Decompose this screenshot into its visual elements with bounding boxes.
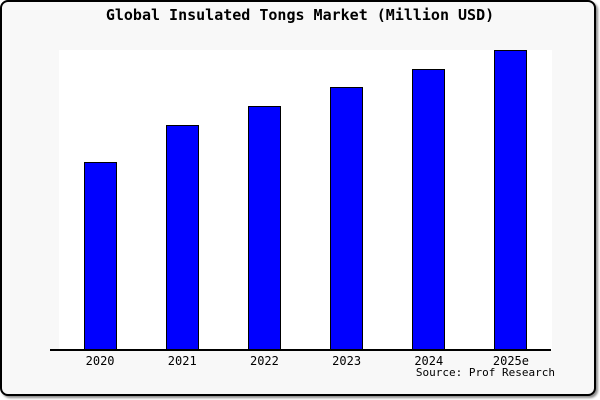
- x-tick-label-2020: 2020: [85, 354, 115, 368]
- bar-2022: [247, 106, 281, 350]
- x-tick-label-2023: 2023: [332, 354, 362, 368]
- x-tick-label-2024: 2024: [414, 354, 444, 368]
- bar-2024: [412, 69, 446, 350]
- x-axis-labels: 2020 2021 2022 2023 2024 2025e: [59, 354, 552, 368]
- x-axis-line: [50, 349, 551, 351]
- bars-container: [59, 50, 552, 350]
- x-tick-label-2022: 2022: [249, 354, 279, 368]
- plot-area: [59, 50, 552, 350]
- chart-title: Global Insulated Tongs Market (Million U…: [105, 6, 495, 24]
- x-tick-label-2025e: 2025e: [492, 354, 529, 368]
- source-credit: Source: Prof Research: [415, 366, 555, 379]
- bar-2020: [83, 162, 117, 350]
- bar-2025e: [494, 50, 528, 350]
- bar-2021: [165, 125, 199, 350]
- bar-2023: [330, 87, 364, 350]
- x-tick-label-2021: 2021: [167, 354, 197, 368]
